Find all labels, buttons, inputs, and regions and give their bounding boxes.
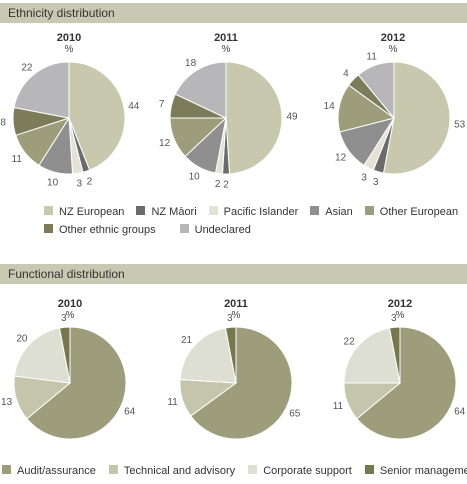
fun-pie-unit-2010: % xyxy=(65,310,75,321)
eth-slice-2012-0 xyxy=(382,61,451,175)
fun-data-label-2010-3: 3 xyxy=(61,313,67,324)
eth-legend-swatch-1 xyxy=(136,206,146,215)
eth-data-label-2012-0: 53 xyxy=(454,120,466,131)
fun-slice-2011-2 xyxy=(179,327,237,384)
eth-data-label-2011-1: 2 xyxy=(223,180,229,191)
eth-pie-unit-2010: % xyxy=(64,44,74,55)
eth-pie-title-2010: 2010 xyxy=(56,32,82,44)
fun-legend-item-2: Corporate support xyxy=(248,465,352,477)
fun-data-label-2011-0: 65 xyxy=(289,409,301,420)
eth-data-label-2011-3: 10 xyxy=(189,171,201,182)
eth-data-label-2010-1: 2 xyxy=(87,176,93,187)
fun-slice-2011-0 xyxy=(190,326,293,440)
eth-legend-swatch-6 xyxy=(179,224,189,233)
eth-data-label-2012-2: 3 xyxy=(361,172,367,183)
fun-slice-2012-3 xyxy=(388,326,401,384)
eth-slice-2011-6 xyxy=(174,61,227,119)
eth-legend-swatch-2 xyxy=(208,206,218,215)
eth-legend-item-3: Asian xyxy=(310,206,353,218)
eth-data-label-2010-5: 8 xyxy=(0,118,6,129)
fun-data-label-2010-0: 64 xyxy=(124,407,136,418)
ethnicity-section-title: Ethnicity distribution xyxy=(8,6,115,20)
eth-pie-unit-2011: % xyxy=(221,44,231,55)
fun-legend-label-0: Audit/assurance xyxy=(17,465,96,477)
eth-legend-label-6: Undeclared xyxy=(194,224,251,236)
fun-legend-label-1: Technical and advisory xyxy=(123,465,236,477)
eth-legend-item-6: Undeclared xyxy=(179,224,251,236)
fun-slice-2010-0 xyxy=(26,326,127,440)
fun-legend-swatch-3 xyxy=(364,465,374,474)
fun-pie-title-2012: 2012 xyxy=(387,298,413,310)
eth-data-label-2010-4: 11 xyxy=(12,154,23,165)
fun-legend-swatch-2 xyxy=(248,465,258,474)
eth-legend-swatch-0 xyxy=(44,206,53,215)
eth-slice-2012-6 xyxy=(357,61,395,120)
fun-legend-item-1: Technical and advisory xyxy=(108,465,236,477)
fun-data-label-2011-1: 11 xyxy=(167,397,178,408)
eth-legend-swatch-3 xyxy=(310,206,320,215)
eth-data-label-2012-4: 14 xyxy=(324,101,336,112)
eth-data-label-2010-2: 3 xyxy=(77,179,83,190)
eth-legend-label-0: NZ European xyxy=(59,206,125,218)
fun-legend-item-0: Audit/assurance xyxy=(2,465,96,477)
eth-legend-label-2: Pacific Islander xyxy=(223,206,299,218)
eth-legend-item-1: NZ Māori xyxy=(136,206,197,218)
fun-slice-2011-3 xyxy=(224,326,237,384)
fun-legend-label-2: Corporate support xyxy=(263,465,352,477)
fun-slice-2010-3 xyxy=(58,326,71,384)
eth-legend-label-4: Other European xyxy=(379,206,459,218)
fun-legend-swatch-0 xyxy=(2,465,11,474)
eth-pie-unit-2012: % xyxy=(388,44,398,55)
eth-data-label-2010-3: 10 xyxy=(47,177,59,188)
eth-data-label-2011-2: 2 xyxy=(215,179,221,190)
eth-data-label-2011-5: 7 xyxy=(159,99,165,110)
eth-pie-title-2011: 2011 xyxy=(214,32,238,44)
fun-legend-item-3: Senior management xyxy=(364,465,467,477)
eth-data-label-2011-0: 49 xyxy=(286,111,298,122)
eth-slice-2010-6 xyxy=(13,61,70,119)
eth-legend-label-5: Other ethnic groups xyxy=(59,224,156,236)
fun-data-label-2010-2: 20 xyxy=(16,333,28,344)
fun-slice-2010-2 xyxy=(13,327,71,384)
eth-data-label-2011-4: 12 xyxy=(159,138,171,149)
fun-data-label-2011-3: 3 xyxy=(227,313,233,324)
eth-data-label-2010-6: 22 xyxy=(21,63,33,74)
eth-slice-2010-0 xyxy=(68,61,126,171)
fun-legend-label-3: Senior management xyxy=(379,465,467,477)
eth-legend-label-3: Asian xyxy=(325,206,353,218)
eth-data-label-2011-6: 18 xyxy=(185,58,197,69)
fun-legend-swatch-1 xyxy=(108,465,118,474)
eth-legend-swatch-4 xyxy=(364,206,374,215)
eth-slice-2011-0 xyxy=(225,61,283,175)
fun-slice-2012-2 xyxy=(343,327,401,384)
functional-section-title: Functional distribution xyxy=(8,267,125,281)
eth-legend-item-0: NZ European xyxy=(44,206,124,218)
functional-section-header: Functional distribution xyxy=(0,264,467,284)
fun-pie-title-2011: 2011 xyxy=(224,298,248,310)
fun-data-label-2011-2: 21 xyxy=(181,335,193,346)
fun-pie-unit-2011: % xyxy=(231,310,241,321)
fun-data-label-2012-2: 22 xyxy=(344,336,356,347)
fun-pie-unit-2012: % xyxy=(395,310,405,321)
fun-data-label-2012-0: 64 xyxy=(454,407,466,418)
eth-pie-title-2012: 2012 xyxy=(380,32,406,44)
fun-pie-title-2010: 2010 xyxy=(57,298,83,310)
ethnicity-section-header: Ethnicity distribution xyxy=(0,3,467,23)
fun-data-label-2010-1: 13 xyxy=(1,397,13,408)
eth-legend-item-2: Pacific Islander xyxy=(208,206,299,218)
eth-data-label-2012-5: 4 xyxy=(343,68,349,79)
eth-data-label-2010-0: 44 xyxy=(128,101,140,112)
eth-legend-item-5: Other ethnic groups xyxy=(44,224,156,236)
fun-slice-2012-0 xyxy=(356,326,457,440)
eth-legend-swatch-5 xyxy=(44,224,53,233)
fun-data-label-2012-1: 11 xyxy=(333,401,344,412)
eth-data-label-2012-3: 12 xyxy=(335,152,347,163)
eth-data-label-2012-1: 3 xyxy=(373,177,379,188)
eth-legend-label-1: NZ Māori xyxy=(151,206,197,218)
fun-data-label-2012-3: 3 xyxy=(391,313,397,324)
eth-data-label-2012-6: 11 xyxy=(366,51,377,62)
eth-legend-item-4: Other European xyxy=(364,206,459,218)
